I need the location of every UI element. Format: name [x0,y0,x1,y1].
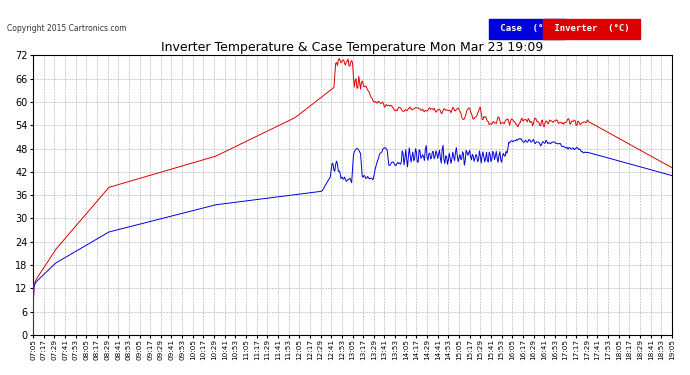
Text: Case  (°C): Case (°C) [495,24,559,33]
Text: Inverter  (°C): Inverter (°C) [549,24,635,33]
Text: Copyright 2015 Cartronics.com: Copyright 2015 Cartronics.com [7,24,126,33]
Title: Inverter Temperature & Case Temperature Mon Mar 23 19:09: Inverter Temperature & Case Temperature … [161,41,544,54]
